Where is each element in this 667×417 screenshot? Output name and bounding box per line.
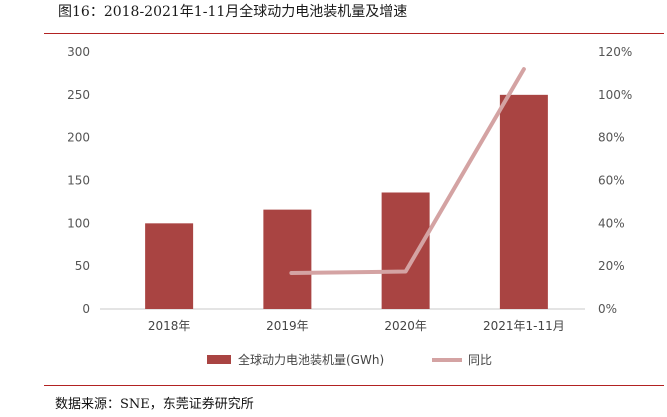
x-category-label: 2019年 xyxy=(266,319,309,333)
legend-line-label: 同比 xyxy=(468,353,492,367)
y-left-tick-label: 0 xyxy=(82,302,90,316)
y-right-tick-label: 120% xyxy=(598,45,632,59)
bar xyxy=(499,94,548,309)
y-left-tick-label: 300 xyxy=(67,45,90,59)
y-right-tick-label: 80% xyxy=(598,131,625,145)
y-right-tick-label: 100% xyxy=(598,88,632,102)
growth-line xyxy=(289,67,526,276)
legend-bar-swatch xyxy=(207,355,231,364)
x-categories: 2018年 2019年 2020年 2021年1-11月 xyxy=(148,319,565,333)
y-left-tick-label: 100 xyxy=(67,216,90,230)
bar xyxy=(381,192,430,309)
y-right-axis: 0% 20% 40% 60% 80% 100% 120% xyxy=(598,45,632,316)
y-left-tick-label: 250 xyxy=(67,88,90,102)
y-right-tick-label: 0% xyxy=(598,302,617,316)
y-right-tick-label: 40% xyxy=(598,216,625,230)
bars xyxy=(145,94,548,309)
legend-bar-label: 全球动力电池装机量(GWh) xyxy=(238,352,384,367)
bar xyxy=(145,223,194,309)
source-note: 数据来源：SNE，东莞证券研究所 xyxy=(55,397,254,412)
y-right-tick-label: 20% xyxy=(598,259,625,273)
x-category-label: 2020年 xyxy=(384,319,427,333)
y-left-tick-label: 150 xyxy=(67,174,90,188)
legend: 全球动力电池装机量(GWh) 同比 xyxy=(207,352,492,367)
bottom-rule xyxy=(44,385,664,386)
y-left-tick-label: 200 xyxy=(67,131,90,145)
x-category-label: 2021年1-11月 xyxy=(483,319,565,333)
top-rule xyxy=(44,33,664,34)
y-left-axis: 0 50 100 150 200 250 300 xyxy=(67,45,90,316)
y-right-tick-label: 60% xyxy=(598,174,625,188)
bar xyxy=(263,209,312,309)
figure-title: 图16：2018-2021年1-11月全球动力电池装机量及增速 xyxy=(58,4,408,20)
x-category-label: 2018年 xyxy=(148,319,191,333)
y-left-tick-label: 50 xyxy=(75,259,90,273)
